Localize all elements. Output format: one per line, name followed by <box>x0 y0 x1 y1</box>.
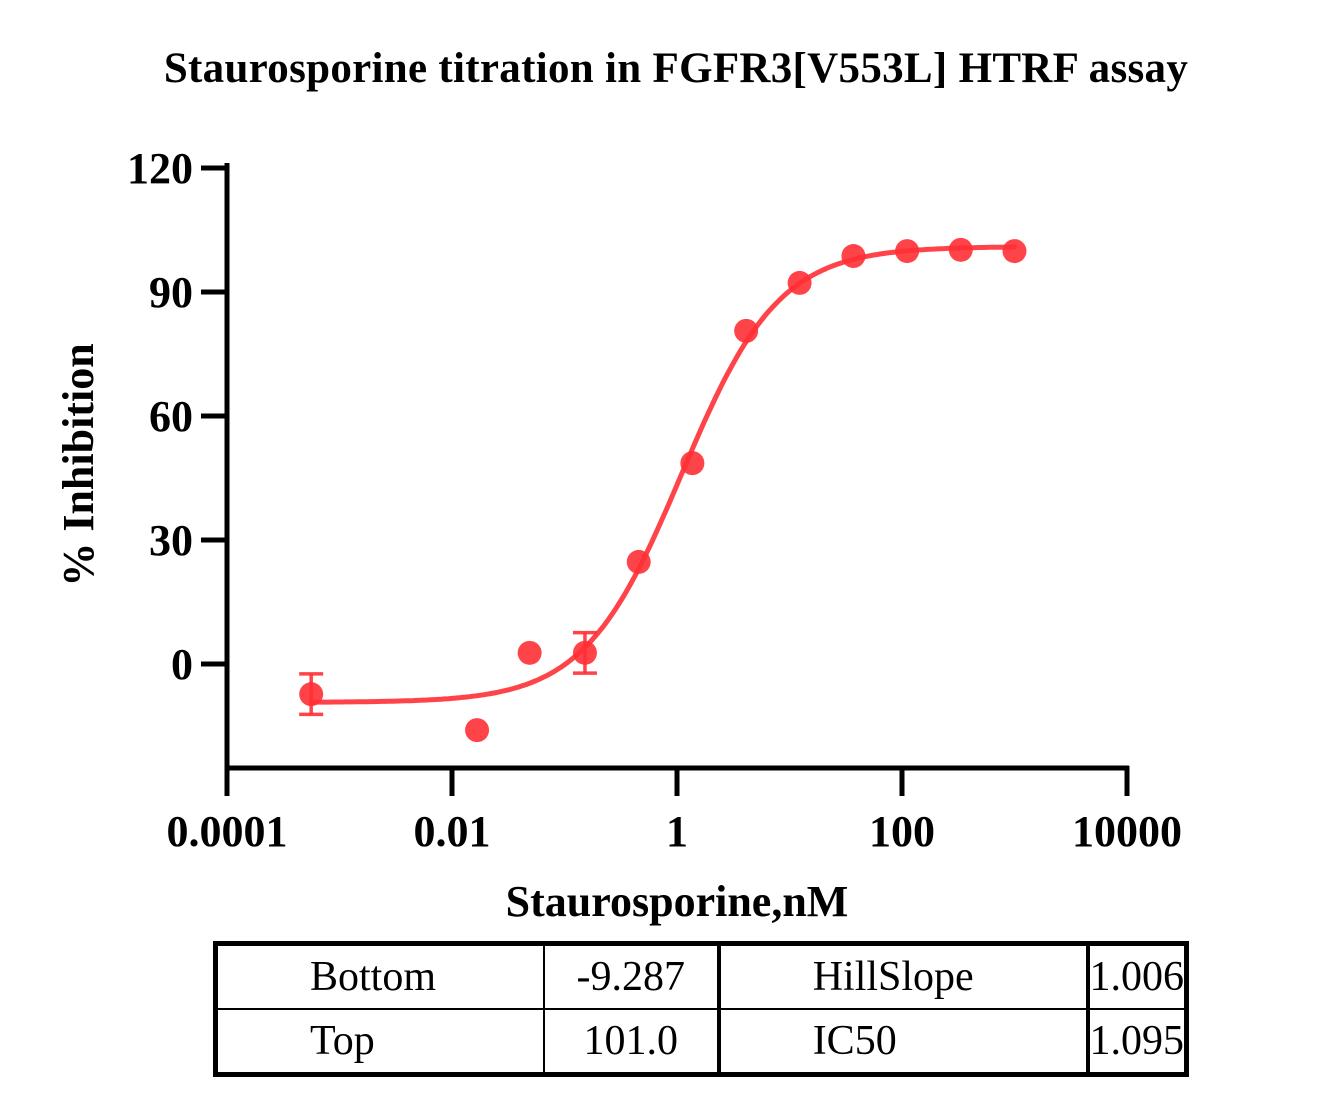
y-tick-label: 30 <box>149 516 193 565</box>
y-tick-label: 0 <box>171 640 193 689</box>
param-value: -9.287 <box>542 942 721 1010</box>
point-marker <box>1002 239 1027 264</box>
axes: 0 30 60 90 120 0.0001 0.01 1 100 10000 <box>127 144 1182 856</box>
data-point <box>895 239 920 264</box>
fit-curve <box>308 244 1017 705</box>
data-point <box>626 549 651 574</box>
x-tick-label: 10000 <box>1072 807 1182 856</box>
y-ticks: 0 30 60 90 120 <box>127 144 227 689</box>
data-point <box>572 630 597 675</box>
table-row: Top 101.0 IC50 1.095 <box>214 1008 1188 1076</box>
param-name: Top <box>214 1008 545 1076</box>
data-point <box>465 718 490 743</box>
x-tick-label: 100 <box>869 807 935 856</box>
x-tick-label: 0.0001 <box>167 807 288 856</box>
x-tick-label: 1 <box>666 807 688 856</box>
x-tick-label: 0.01 <box>414 807 491 856</box>
param-value: 1.006 <box>1086 942 1188 1010</box>
data-point <box>299 672 324 717</box>
param-name: IC50 <box>717 1008 1090 1076</box>
point-marker <box>680 451 705 476</box>
data-point <box>680 451 705 476</box>
point-marker <box>626 549 651 574</box>
data-point <box>787 270 812 295</box>
point-marker <box>895 239 920 264</box>
param-name: Bottom <box>214 942 545 1010</box>
data-points <box>299 237 1027 743</box>
point-marker <box>299 682 324 707</box>
y-tick-label: 60 <box>149 392 193 441</box>
param-value: 1.095 <box>1086 1008 1188 1076</box>
point-marker <box>734 318 759 343</box>
data-point <box>1002 239 1027 264</box>
dose-response-plot: 0 30 60 90 120 0.0001 0.01 1 100 10000 % Inhibit… <box>54 144 1182 926</box>
data-point <box>841 244 866 269</box>
y-tick-label: 90 <box>149 268 193 317</box>
y-tick-label: 120 <box>127 144 193 193</box>
param-name: HillSlope <box>717 942 1090 1010</box>
table-row: Bottom -9.287 HillSlope 1.006 <box>214 942 1188 1010</box>
fit-parameters-table: Bottom -9.287 HillSlope 1.006 Top 101.0 … <box>213 941 1189 1077</box>
point-marker <box>517 640 542 665</box>
data-point <box>517 640 542 665</box>
x-axis-title: Staurosporine,nM <box>506 877 849 926</box>
point-marker <box>841 244 866 269</box>
point-marker <box>465 718 490 743</box>
data-point <box>948 237 973 262</box>
chart-title: Staurosporine titration in FGFR3[V553L] … <box>163 45 1189 92</box>
y-axis-title: % Inhibition <box>54 343 103 586</box>
x-ticks: 0.0001 0.01 1 100 10000 <box>167 766 1182 856</box>
point-marker <box>572 640 597 665</box>
param-value: 101.0 <box>542 1008 721 1076</box>
point-marker <box>948 237 973 262</box>
point-marker <box>787 270 812 295</box>
data-point <box>734 318 759 343</box>
